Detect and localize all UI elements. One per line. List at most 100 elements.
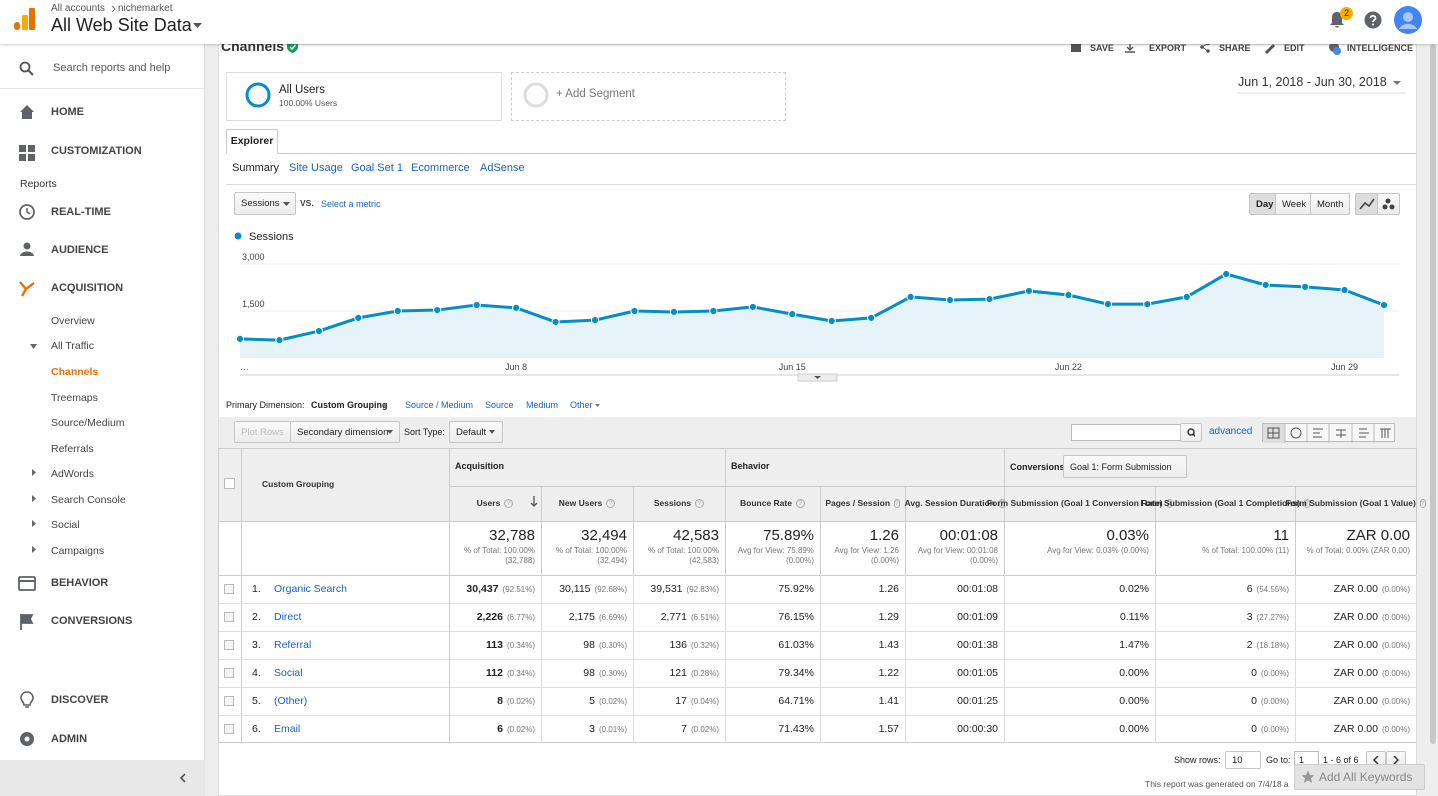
search-button[interactable]: [1180, 423, 1202, 442]
help-icon[interactable]: ?: [1419, 499, 1426, 508]
add-segment[interactable]: [511, 72, 786, 121]
line: [239, 272, 1385, 342]
segment-card[interactable]: [226, 72, 502, 121]
action-share[interactable]: SHARE: [1219, 43, 1251, 53]
verified-icon: [287, 41, 298, 53]
table-search[interactable]: [1071, 424, 1181, 441]
primary-dimension-current[interactable]: Custom Grouping: [311, 400, 388, 410]
search-icon: [1187, 427, 1195, 437]
nav-item[interactable]: HOME: [51, 106, 84, 118]
dimension-carets: [382, 404, 600, 407]
subtab-active[interactable]: Summary: [232, 162, 280, 174]
nav-subitem[interactable]: Campaigns: [51, 545, 105, 557]
action-edit[interactable]: EDIT: [1284, 43, 1305, 53]
point: [985, 294, 994, 304]
point: [314, 326, 323, 336]
advanced-link[interactable]: advanced: [1209, 426, 1253, 437]
show-rows-select[interactable]: 10: [1225, 751, 1261, 769]
goto-label: Go to:: [1266, 755, 1291, 765]
motion-view-button[interactable]: [1377, 193, 1400, 215]
scroll-thumb[interactable]: [1430, 44, 1436, 744]
explorer-tab[interactable]: Explorer: [226, 129, 278, 154]
subtab[interactable]: Ecommerce: [411, 162, 470, 174]
table-view-icons: [1263, 424, 1391, 443]
tree-arrows: [30, 344, 37, 553]
action-intelligence[interactable]: INTELLIGENCE: [1347, 43, 1414, 53]
nav-item[interactable]: ACQUISITION: [51, 282, 124, 294]
nav-icons: [18, 105, 36, 630]
point: [1222, 269, 1231, 279]
add-segment-label[interactable]: + Add Segment: [556, 88, 635, 100]
show-rows-label: Show rows:: [1174, 755, 1221, 765]
point: [354, 313, 363, 322]
generated-note: This report was generated on 7/4/18 a: [1145, 779, 1289, 789]
nav-item[interactable]: ADMIN: [51, 733, 88, 745]
footer-icons: [20, 691, 34, 746]
nav-subitem[interactable]: All Traffic: [51, 340, 94, 352]
breadcrumb-property[interactable]: nichemarket: [118, 3, 173, 14]
point: [906, 292, 915, 302]
next-icon: [1393, 756, 1399, 764]
select-metric[interactable]: Select a metric: [321, 199, 381, 209]
nav-item[interactable]: BEHAVIOR: [51, 577, 109, 589]
dimension-link[interactable]: Source: [485, 400, 514, 410]
action-save[interactable]: SAVE: [1090, 43, 1114, 53]
point: [393, 306, 402, 316]
secondary-dimension[interactable]: Secondary dimension: [290, 421, 400, 443]
point: [551, 317, 560, 327]
point: [867, 313, 876, 322]
sessions-chart: Sessions 1,500 3,000 … Jun 8 Jun 15 Jun 22 Jun…: [234, 231, 1399, 382]
period-month[interactable]: Month: [1310, 193, 1351, 215]
dimension-link[interactable]: Other: [570, 400, 593, 410]
nav-item[interactable]: REAL-TIME: [51, 206, 111, 218]
subtab-rule: [226, 184, 1416, 185]
point: [1024, 286, 1034, 296]
search-box[interactable]: Search reports and help: [53, 62, 171, 74]
nav-subitem[interactable]: Search Console: [51, 494, 126, 506]
primary-dimension-label: Primary Dimension:: [226, 400, 305, 410]
breadcrumb-account[interactable]: All accounts: [51, 3, 105, 14]
vs-label: VS.: [300, 198, 314, 208]
dimension-link[interactable]: Source / Medium: [405, 400, 474, 410]
period-week[interactable]: Week: [1275, 193, 1314, 215]
table-toolbar: [219, 417, 1416, 448]
star-icon: [1301, 770, 1315, 783]
subtab[interactable]: Site Usage: [289, 162, 343, 174]
legend-label[interactable]: Sessions: [249, 231, 294, 243]
nav-item[interactable]: DISCOVER: [51, 694, 109, 706]
nav-subitem-active[interactable]: Channels: [51, 366, 99, 378]
metric-select[interactable]: Sessions: [234, 192, 296, 215]
nav-subitem[interactable]: Social: [51, 519, 80, 531]
notification-badge: 2: [1340, 7, 1353, 20]
table-view-switch[interactable]: [1262, 423, 1395, 443]
point: [709, 306, 718, 316]
date-range[interactable]: Jun 1, 2018 - Jun 30, 2018: [1238, 75, 1387, 89]
add-keywords-button[interactable]: Add All Keywords: [1294, 764, 1425, 790]
subtab[interactable]: AdSense: [480, 162, 525, 174]
nav-subitem[interactable]: AdWords: [51, 468, 94, 480]
plot-rows-button[interactable]: Plot Rows: [234, 421, 291, 443]
page-range: 1 - 6 of 6: [1323, 755, 1359, 765]
view-selector[interactable]: All Web Site Data: [51, 15, 192, 35]
nav-item[interactable]: CUSTOMIZATION: [51, 145, 142, 157]
point: [1340, 285, 1349, 295]
nav-item[interactable]: CONVERSIONS: [51, 615, 133, 627]
divider: [0, 88, 204, 89]
action-export[interactable]: EXPORT: [1149, 43, 1187, 53]
collapse-bar[interactable]: [0, 760, 205, 796]
point: [748, 302, 757, 312]
sort-select[interactable]: Default: [449, 421, 503, 443]
subtab[interactable]: Goal Set 1: [351, 162, 403, 174]
nav-subitem[interactable]: Source/Medium: [51, 417, 125, 429]
nav-subitem[interactable]: Treemaps: [51, 392, 98, 404]
point: [1143, 300, 1152, 309]
nav-subitem[interactable]: Referrals: [51, 443, 94, 455]
view-icons: [1359, 198, 1395, 210]
help-icon[interactable]: [1364, 11, 1382, 29]
dimension-link[interactable]: Medium: [526, 400, 559, 410]
nav-subitem[interactable]: Overview: [51, 315, 95, 327]
y-tick-label: 1,500: [242, 299, 265, 309]
nav-item[interactable]: AUDIENCE: [51, 244, 109, 256]
action-icons: [1071, 42, 1341, 55]
avatar[interactable]: [1394, 6, 1422, 34]
